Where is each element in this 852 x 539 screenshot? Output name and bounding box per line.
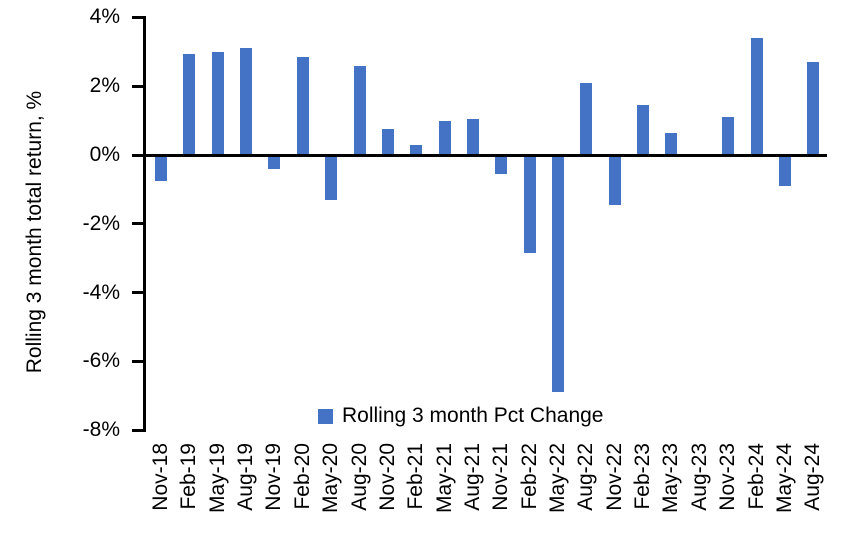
x-tick-label: May-20	[319, 443, 342, 514]
legend-label: Rolling 3 month Pct Change	[342, 404, 604, 427]
x-tick-label: May-19	[206, 443, 229, 514]
y-axis-line	[143, 16, 146, 432]
bar-Nov-23	[722, 117, 734, 155]
bar-Aug-22	[580, 83, 592, 155]
x-tick-label: Feb-23	[631, 443, 654, 510]
bar-May-20	[325, 155, 337, 200]
y-tick-mark	[132, 429, 146, 432]
y-tick-mark	[132, 85, 146, 88]
y-tick-label: 4%	[89, 5, 120, 28]
y-tick-mark	[132, 16, 146, 19]
x-tick-label: Feb-21	[404, 443, 427, 510]
bar-Nov-22	[609, 155, 621, 205]
x-tick-label: Nov-19	[262, 443, 285, 511]
bar-Feb-22	[524, 155, 536, 253]
x-tick-label: Aug-23	[688, 443, 711, 511]
legend: Rolling 3 month Pct Change	[318, 405, 604, 427]
bar-May-22	[552, 155, 564, 392]
x-tick-label: Aug-22	[574, 443, 597, 511]
x-tick-label: May-21	[433, 443, 456, 514]
bar-Feb-20	[297, 57, 309, 155]
x-tick-label: Nov-21	[489, 443, 512, 511]
bar-May-23	[665, 133, 677, 155]
bar-Nov-21	[495, 155, 507, 174]
bar-Nov-18	[155, 155, 167, 181]
y-tick-label: -8%	[82, 418, 120, 441]
x-tick-label: Aug-20	[348, 443, 371, 511]
bar-May-24	[779, 155, 791, 186]
bar-Nov-19	[268, 155, 280, 169]
x-tick-label: Feb-22	[518, 443, 541, 510]
bar-May-19	[212, 52, 224, 155]
x-tick-label: Aug-21	[461, 443, 484, 511]
legend-marker-swatch	[318, 408, 333, 424]
x-tick-label: Nov-20	[376, 443, 399, 511]
bar-Aug-21	[467, 119, 479, 155]
y-tick-label: -6%	[82, 349, 120, 372]
x-tick-label: Aug-24	[801, 443, 824, 511]
bar-Feb-21	[410, 145, 422, 155]
x-tick-label: Nov-23	[716, 443, 739, 511]
x-tick-label: Aug-19	[234, 443, 257, 511]
bar-Aug-24	[807, 62, 819, 155]
y-tick-label: -2%	[82, 212, 120, 235]
bar-May-21	[439, 121, 451, 155]
x-tick-label: Feb-24	[745, 443, 768, 510]
y-tick-mark	[132, 222, 146, 225]
x-tick-label: Nov-18	[149, 443, 172, 511]
bar-Feb-24	[751, 38, 763, 155]
y-tick-mark	[132, 360, 146, 363]
bar-Nov-20	[382, 129, 394, 155]
y-tick-label: -4%	[82, 281, 120, 304]
x-tick-label: Feb-19	[177, 443, 200, 510]
y-tick-label: 0%	[89, 143, 120, 166]
y-tick-mark	[132, 154, 146, 157]
x-tick-label: May-22	[546, 443, 569, 514]
x-tick-label: May-24	[773, 443, 796, 514]
zero-line	[146, 154, 827, 157]
x-tick-label: May-23	[659, 443, 682, 514]
bar-Feb-23	[637, 105, 649, 155]
y-tick-mark	[132, 291, 146, 294]
x-tick-label: Nov-22	[603, 443, 626, 511]
x-tick-label: Feb-20	[291, 443, 314, 510]
bar-Feb-19	[183, 54, 195, 155]
y-tick-label: 2%	[89, 74, 120, 97]
bar-Aug-19	[240, 48, 252, 155]
bar-Aug-20	[354, 66, 366, 155]
